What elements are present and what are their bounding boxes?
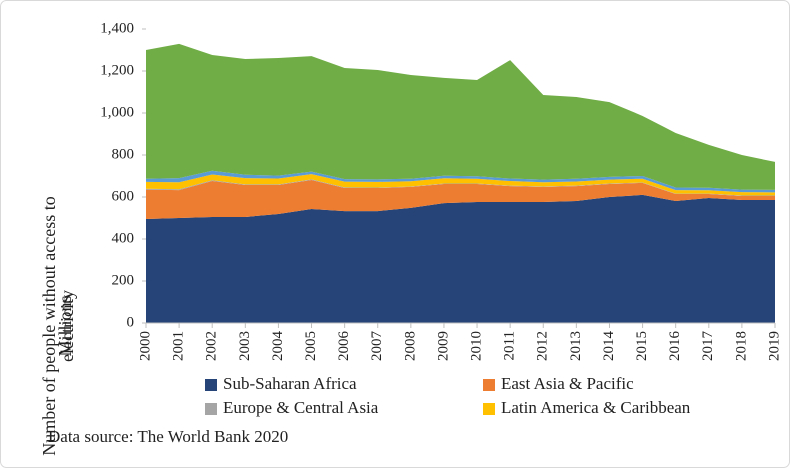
x-tick-label: 2003: [237, 331, 253, 361]
y-axis-unit: Millions: [55, 295, 75, 357]
x-tick-label: 2004: [270, 331, 286, 362]
x-tick-label: 2000: [137, 331, 153, 361]
x-tick-label: 2005: [303, 331, 319, 361]
area: [146, 179, 775, 220]
legend-swatch: [205, 379, 217, 391]
x-tick-label: 2013: [568, 331, 584, 361]
legend-swatch: [483, 379, 495, 391]
x-tick-label: 2006: [336, 331, 352, 362]
area: [146, 174, 775, 196]
x-tick-label: 2014: [601, 331, 617, 362]
x-tick-label: 2010: [468, 331, 484, 361]
legend-label: Europe & Central Asia: [223, 398, 379, 417]
y-tick-label: 200: [112, 272, 135, 288]
x-tick-label: 2009: [435, 331, 451, 361]
x-tick-label: 2012: [535, 331, 551, 361]
legend-label: Latin America & Caribbean: [501, 398, 691, 417]
legend-label: East Asia & Pacific: [501, 374, 634, 393]
area: [146, 179, 775, 196]
area: [146, 170, 775, 193]
y-tick-label: 1,400: [100, 20, 134, 36]
y-tick-label: 0: [127, 314, 135, 330]
y-tick-label: 800: [112, 146, 135, 162]
x-tick-label: 2017: [700, 331, 716, 362]
x-tick-label: 2002: [204, 331, 220, 361]
x-tick-label: 2018: [733, 331, 749, 361]
y-tick-label: 400: [112, 230, 135, 246]
y-tick-label: 1,200: [100, 62, 134, 78]
x-tick-label: 2008: [402, 331, 418, 361]
x-tick-label: 2019: [766, 331, 782, 361]
y-tick-label: 600: [112, 188, 135, 204]
area: [146, 194, 775, 323]
x-tick-label: 2016: [667, 331, 683, 362]
legend-swatch: [483, 403, 495, 415]
x-tick-label: 2011: [502, 331, 518, 360]
x-tick-label: 2007: [369, 331, 385, 362]
legend-swatch: [205, 403, 217, 415]
legend-label: Sub-Saharan Africa: [223, 374, 357, 393]
source-note: Data source: The World Bank 2020: [48, 427, 288, 446]
x-tick-label: 2015: [634, 331, 650, 361]
x-tick-label: 2001: [171, 331, 187, 361]
y-tick-label: 1,000: [100, 104, 134, 120]
area: [146, 43, 775, 190]
